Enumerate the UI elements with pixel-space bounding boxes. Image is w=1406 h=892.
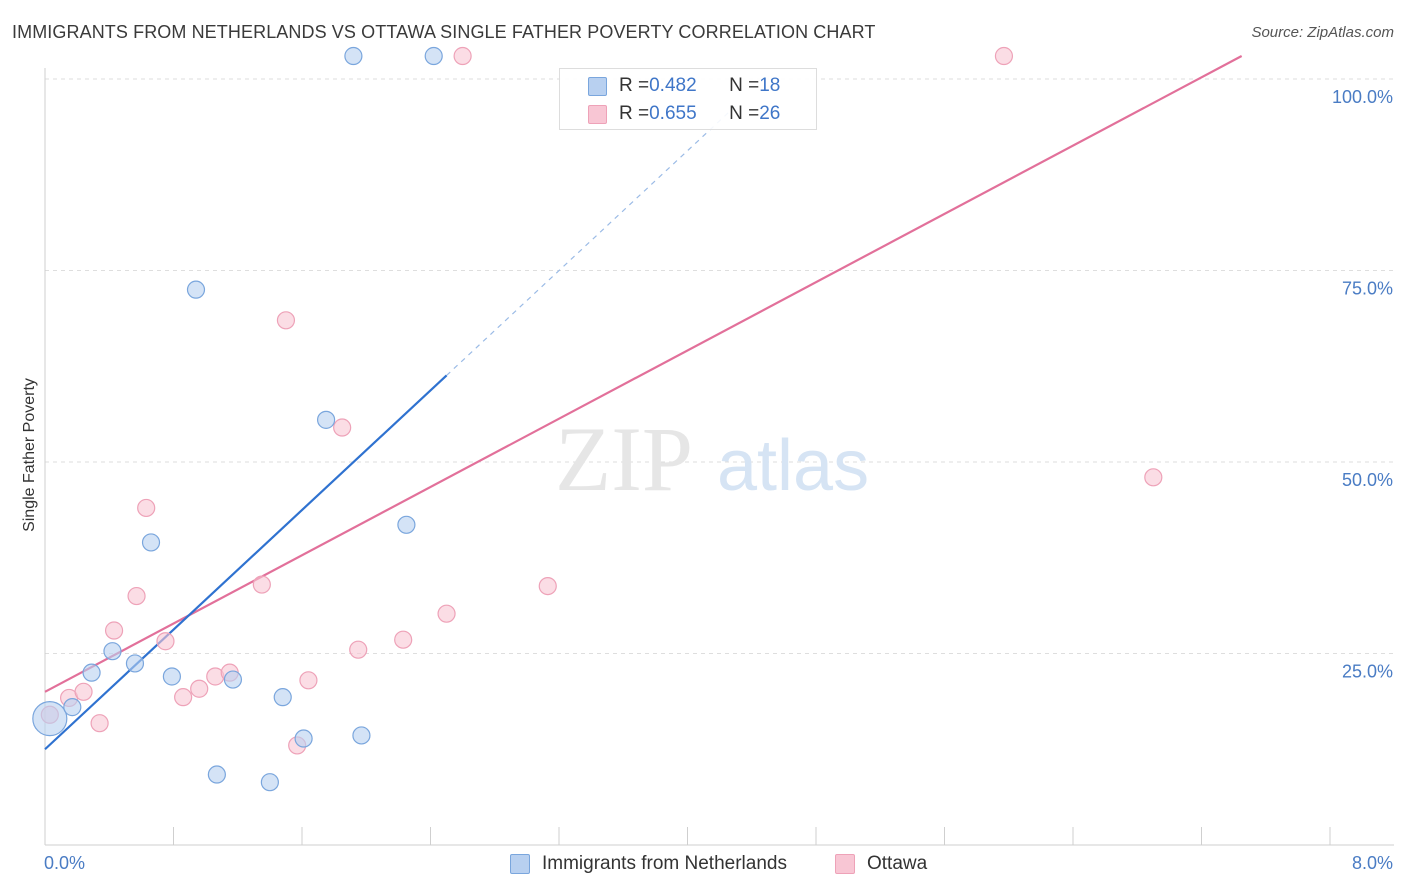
chart-title: IMMIGRANTS FROM NETHERLANDS VS OTTAWA SI… <box>12 22 876 42</box>
data-point-pink <box>1144 468 1163 487</box>
data-point-pink <box>394 630 413 649</box>
legend-row-series1: R = 0.482 N = 18 <box>560 72 780 100</box>
data-point-blue <box>352 726 371 745</box>
series-legend-label: Ottawa <box>867 853 928 874</box>
data-point-blue <box>207 765 226 784</box>
data-point-pink <box>104 621 124 640</box>
legend-r-value: 0.655 <box>649 103 697 124</box>
data-point-pink <box>90 714 109 733</box>
data-point-blue <box>397 515 416 534</box>
data-point-pink <box>349 640 368 659</box>
x-tick-label: 0.0% <box>44 853 85 873</box>
legend-n-label: N = <box>729 75 760 96</box>
legend-r-value: 0.482 <box>649 75 697 96</box>
data-point-blue <box>162 667 181 686</box>
data-point-blue <box>344 46 363 66</box>
data-point-blue <box>82 663 101 682</box>
source-credit: Source: ZipAtlas.com <box>1251 24 1394 41</box>
legend-swatch-blue <box>588 76 607 96</box>
data-point-pink <box>333 418 352 437</box>
data-point-pink <box>994 46 1014 66</box>
trend-layer <box>44 55 1243 751</box>
y-tick-label: 100.0% <box>1332 87 1393 107</box>
y-tick-label: 50.0% <box>1342 470 1393 490</box>
data-point-pink <box>156 632 175 651</box>
correlation-legend: R = 0.482 N = 18 R = 0.655 N = 26 <box>559 68 817 130</box>
data-point-pink <box>437 604 456 623</box>
data-point-blue <box>273 688 292 707</box>
watermark-zip: ZIP <box>555 408 693 510</box>
data-point-pink <box>453 46 472 66</box>
legend-row-series2: R = 0.655 N = 26 <box>560 100 780 128</box>
legend-swatch-pink <box>588 104 607 124</box>
legend-n-value: 26 <box>759 103 781 124</box>
data-point-pink <box>127 586 146 606</box>
grid-layer <box>45 78 1394 654</box>
watermark: ZIP atlas <box>555 408 869 510</box>
legend-swatch-pink <box>835 854 855 874</box>
series-legend: Immigrants from Netherlands Ottawa <box>0 851 1406 877</box>
data-point-blue <box>260 773 279 792</box>
data-point-blue <box>316 410 336 429</box>
data-point-blue <box>32 701 68 737</box>
data-point-pink <box>74 682 93 701</box>
data-point-blue <box>125 654 145 673</box>
watermark-atlas: atlas <box>717 426 869 506</box>
legend-n-value: 18 <box>759 75 781 96</box>
tick-label-layer: 25.0% 50.0% 75.0% 100.0% 0.0% 8.0% <box>44 87 1393 873</box>
legend-n-label: N = <box>729 103 760 124</box>
trendline-netherlands <box>44 374 448 751</box>
trendline-extension-netherlands <box>446 105 737 376</box>
data-point-pink <box>299 671 318 690</box>
y-tick-label: 75.0% <box>1342 279 1393 299</box>
y-axis-label: Single Father Poverty <box>21 378 38 532</box>
x-tick-label: 8.0% <box>1352 853 1393 873</box>
legend-swatch-blue <box>510 854 530 874</box>
legend-r-label: R = <box>619 103 650 124</box>
data-point-pink <box>174 688 193 707</box>
data-point-pink <box>538 576 557 596</box>
data-point-blue <box>294 729 313 748</box>
legend-r-label: R = <box>619 75 650 96</box>
data-point-blue <box>186 280 206 299</box>
data-point-blue <box>424 46 443 66</box>
data-point-blue <box>223 670 243 689</box>
data-point-blue <box>63 698 82 717</box>
y-tick-label: 25.0% <box>1342 662 1393 682</box>
data-point-pink <box>276 311 296 330</box>
data-point-pink <box>252 575 271 594</box>
trendline-ottawa <box>44 55 1243 693</box>
data-point-blue <box>103 642 122 661</box>
data-point-pink <box>137 498 156 518</box>
series-legend-item-ottawa: Ottawa <box>835 851 927 877</box>
points-layer <box>32 46 1163 792</box>
series-legend-label: Immigrants from Netherlands <box>542 853 787 874</box>
data-point-blue <box>141 533 161 552</box>
series-legend-item-netherlands: Immigrants from Netherlands <box>510 851 787 877</box>
data-point-pink <box>190 679 209 698</box>
